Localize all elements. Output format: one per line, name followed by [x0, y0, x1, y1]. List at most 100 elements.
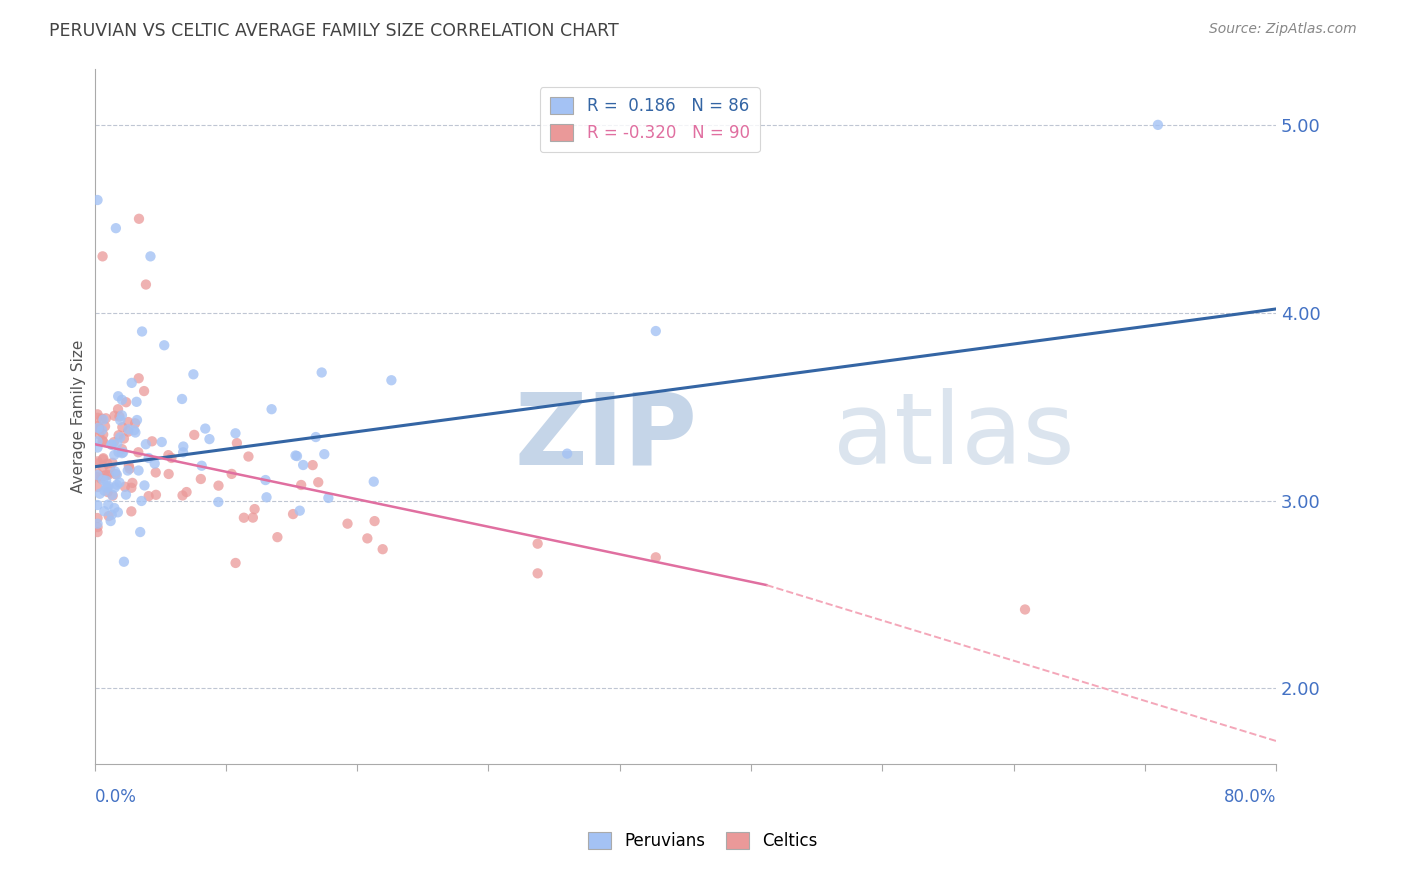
Point [307, 475, 329, 490]
Point [86, 410, 108, 425]
Point [555, 447, 578, 461]
Point [91, 473, 114, 487]
Point [93, 412, 115, 426]
Point [96, 468, 118, 483]
Point [266, 530, 288, 544]
Point [93, 483, 115, 498]
Point [103, 409, 125, 423]
Point [172, 488, 194, 502]
Point [242, 510, 264, 524]
Point [128, 211, 150, 226]
Point [108, 475, 131, 490]
Point [87, 421, 110, 435]
Point [224, 426, 246, 441]
Point [86, 419, 108, 434]
Point [125, 413, 148, 427]
Point [107, 505, 129, 519]
Point [94, 419, 117, 434]
Point [134, 478, 156, 492]
Point [124, 417, 146, 431]
Point [183, 368, 205, 382]
Point [363, 514, 385, 528]
Point [101, 488, 124, 502]
Point [150, 435, 173, 450]
Point [254, 473, 277, 487]
Point [157, 467, 180, 481]
Point [96, 480, 118, 494]
Point [292, 458, 315, 472]
Point [90, 423, 112, 437]
Point [89, 427, 111, 442]
Point [122, 423, 145, 437]
Point [121, 475, 143, 490]
Point [194, 421, 217, 435]
Point [93, 468, 115, 483]
Point [91, 434, 114, 448]
Point [108, 409, 131, 424]
Point [117, 422, 139, 436]
Point [380, 373, 402, 387]
Point [114, 480, 136, 494]
Point [118, 461, 141, 475]
Point [135, 277, 157, 292]
Point [91, 451, 114, 466]
Point [128, 371, 150, 385]
Point [111, 392, 134, 407]
Point [100, 437, 122, 451]
Point [100, 508, 122, 522]
Point [131, 325, 153, 339]
Point [260, 402, 283, 417]
Point [97, 498, 120, 512]
Text: ZIP: ZIP [515, 388, 697, 485]
Point [290, 478, 312, 492]
Point [86, 470, 108, 484]
Point [107, 389, 129, 403]
Point [91, 434, 114, 449]
Point [107, 428, 129, 442]
Point [86, 516, 108, 531]
Point [301, 458, 323, 472]
Point [153, 338, 176, 352]
Point [96, 457, 118, 471]
Point [135, 437, 157, 451]
Point [118, 458, 141, 473]
Point [145, 488, 167, 502]
Point [100, 514, 122, 528]
Point [110, 413, 132, 427]
Point [138, 489, 160, 503]
Point [86, 525, 108, 540]
Legend: R =  0.186   N = 86, R = -0.320   N = 90: R = 0.186 N = 86, R = -0.320 N = 90 [540, 87, 759, 152]
Text: 80.0%: 80.0% [1223, 788, 1277, 806]
Point [86, 434, 108, 449]
Point [256, 490, 278, 504]
Point [243, 502, 266, 516]
Point [86, 407, 108, 421]
Point [139, 249, 162, 263]
Point [644, 550, 666, 565]
Point [120, 504, 142, 518]
Point [172, 440, 194, 454]
Point [105, 467, 128, 482]
Point [198, 432, 221, 446]
Legend: Peruvians, Celtics: Peruvians, Celtics [582, 825, 824, 857]
Point [124, 425, 146, 440]
Point [284, 449, 307, 463]
Point [104, 464, 127, 478]
Point [117, 425, 139, 439]
Point [190, 472, 212, 486]
Point [132, 384, 155, 398]
Point [127, 445, 149, 459]
Point [105, 436, 128, 450]
Point [1147, 118, 1170, 132]
Point [86, 480, 108, 494]
Point [104, 221, 127, 235]
Text: Source: ZipAtlas.com: Source: ZipAtlas.com [1209, 22, 1357, 37]
Point [94, 411, 117, 425]
Text: 0.0%: 0.0% [94, 788, 136, 806]
Point [311, 366, 333, 380]
Y-axis label: Average Family Size: Average Family Size [72, 339, 86, 492]
Point [103, 501, 125, 516]
Point [336, 516, 359, 531]
Point [207, 495, 229, 509]
Point [356, 532, 378, 546]
